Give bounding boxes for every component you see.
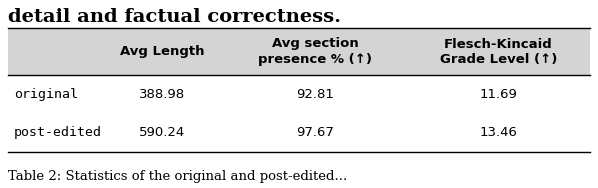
Text: 97.67: 97.67	[296, 126, 334, 139]
Text: Flesch-Kincaid
Grade Level (↑): Flesch-Kincaid Grade Level (↑)	[440, 37, 557, 65]
Text: 13.46: 13.46	[480, 126, 517, 139]
Text: Avg Length: Avg Length	[120, 45, 205, 58]
Text: post-edited: post-edited	[14, 126, 102, 139]
Text: 92.81: 92.81	[296, 88, 334, 101]
Text: 590.24: 590.24	[139, 126, 185, 139]
Text: Table 2: Statistics of the original and post-edited...: Table 2: Statistics of the original and …	[8, 170, 347, 183]
Bar	[8, 28, 590, 75]
Text: 11.69: 11.69	[480, 88, 517, 101]
Text: 388.98: 388.98	[139, 88, 185, 101]
Text: detail and factual correctness.: detail and factual correctness.	[8, 8, 341, 26]
Text: Avg section
presence % (↑): Avg section presence % (↑)	[258, 37, 372, 65]
Text: original: original	[14, 88, 78, 101]
